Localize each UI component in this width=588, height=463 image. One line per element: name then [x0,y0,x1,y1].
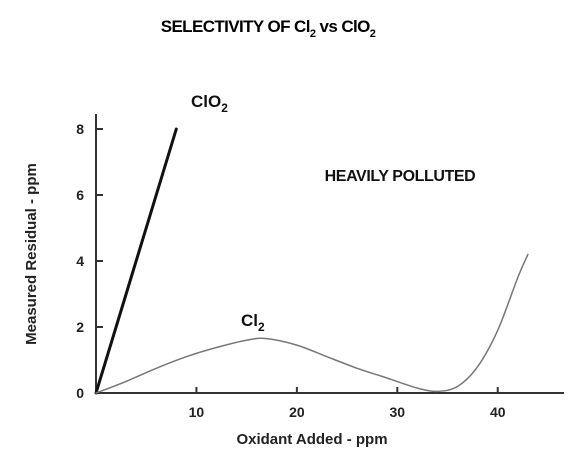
y-tick-label: 4 [76,253,84,269]
chart-title-part: SELECTIVITY OF Cl [161,17,310,36]
series-label-cl2: Cl2 [241,311,265,334]
axes: 0 2 4 6 8 10 20 30 40 [76,114,564,420]
y-tick-label: 2 [76,319,84,335]
x-tick-label: 30 [390,404,406,420]
x-tick-label: 40 [490,404,506,420]
y-tick-label: 8 [76,121,84,137]
series-label-clo2-name: ClO [191,92,221,111]
series-layer [94,127,529,395]
y-tick-label: 6 [76,187,84,203]
chart-title: SELECTIVITY OF Cl2 vs ClO2 [161,17,376,40]
y-axis-label: Measured Residual - ppm [23,163,40,345]
series-label-clo2: ClO2 [191,92,228,115]
chart-title-subscript: 2 [310,28,316,40]
x-axis-label: Oxidant Added - ppm [236,431,387,448]
series-line-clo2 [94,127,178,395]
x-tick-label: 10 [189,404,205,420]
series-label-clo2-subscript: 2 [221,101,228,115]
chart-title-subscript: 2 [370,28,376,40]
annotation-heavily-polluted: HEAVILY POLLUTED [325,168,476,185]
x-tick-label: 20 [289,404,305,420]
y-tick-label: 0 [76,385,84,401]
series-line-cl2 [95,253,529,394]
chart-title-part: vs ClO [315,17,370,36]
series-label-cl2-name: Cl [241,311,258,330]
series-label-cl2-subscript: 2 [258,320,265,334]
